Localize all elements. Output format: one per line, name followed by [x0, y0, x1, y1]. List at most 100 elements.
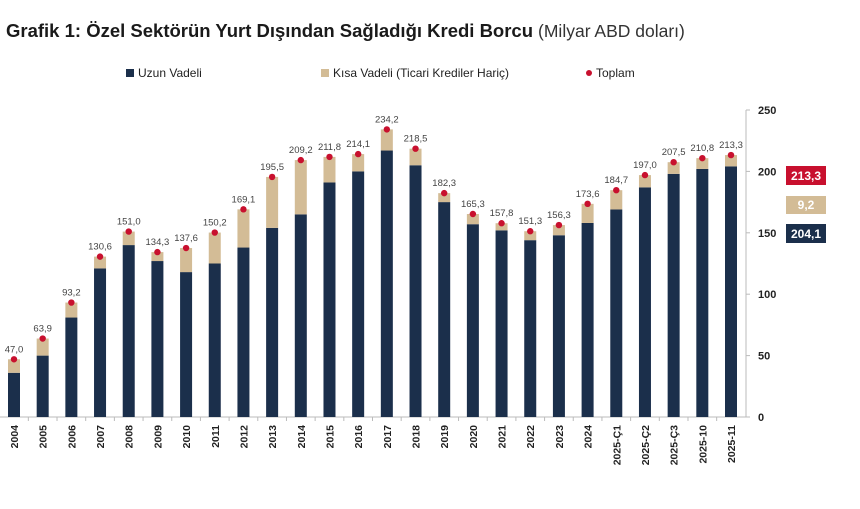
x-tick-label: 2023: [554, 425, 566, 449]
total-marker: [96, 253, 104, 260]
total-marker: [727, 151, 735, 159]
legend-label-long: Uzun Vadeli: [138, 66, 202, 80]
legend-label-short: Kısa Vadeli (Ticari Krediler Hariç): [333, 66, 509, 80]
bar-long-term: [208, 263, 221, 417]
bar-long-term: [466, 224, 479, 417]
bar-short-term: [495, 223, 508, 231]
bar-long-term: [266, 227, 279, 417]
y-tick-label: 150: [758, 228, 776, 240]
bar-long-term: [294, 214, 307, 417]
total-data-label: 169,1: [232, 194, 256, 205]
legend-label-total: Toplam: [596, 66, 635, 80]
total-marker: [182, 244, 190, 252]
bar-short-term: [151, 252, 164, 262]
bar-long-term: [8, 372, 20, 417]
bar-short-term: [180, 248, 193, 273]
y-tick-label: 100: [758, 289, 776, 301]
latest-long-box: [786, 224, 826, 243]
total-data-label: 197,0: [633, 160, 657, 171]
bar-long-term: [552, 235, 565, 417]
x-tick-label: 2012: [238, 425, 250, 449]
bar-long-term: [667, 173, 680, 417]
x-tick-label: 2025-Ç3: [669, 425, 681, 465]
bar-long-term: [524, 240, 537, 417]
x-tick-label: 2013: [267, 425, 279, 449]
bar-long-term: [409, 165, 422, 417]
total-data-label: 47,0: [5, 344, 24, 355]
bar-long-term: [151, 261, 164, 417]
bar-long-term: [352, 171, 365, 417]
legend-marker-total: [586, 70, 592, 76]
legend-swatch-short: [321, 69, 329, 77]
total-data-label: 211,8: [318, 142, 341, 153]
bar-long-term: [581, 222, 594, 417]
total-data-label: 130,6: [88, 242, 112, 253]
total-marker: [699, 154, 706, 162]
total-data-label: 151,3: [518, 216, 542, 227]
legend: Uzun Vadeli Kısa Vadeli (Ticari Krediler…: [126, 66, 635, 80]
bar-long-term: [180, 272, 193, 417]
total-data-label: 165,3: [461, 199, 485, 210]
latest-total-label: 213,3: [791, 169, 821, 183]
bar-short-term: [323, 156, 336, 183]
total-marker: [326, 153, 333, 161]
bar-short-term: [208, 232, 221, 264]
bar-short-term: [294, 160, 307, 215]
x-tick-label: 2009: [152, 425, 164, 449]
total-marker: [154, 248, 161, 256]
total-data-label: 134,3: [146, 237, 170, 248]
x-tick-label: 2010: [181, 425, 193, 449]
chart-subtitle: (Milyar ABD doları): [538, 21, 685, 41]
total-data-label: 150,2: [203, 218, 227, 229]
x-tick-label: 2019: [439, 425, 451, 449]
latest-value-boxes: 213,3 9,2 204,1: [786, 166, 826, 243]
latest-long-label: 204,1: [791, 227, 821, 241]
bar-long-term: [122, 245, 135, 417]
x-tick-label: 2005: [38, 425, 50, 449]
bar-long-term: [36, 355, 49, 417]
bar-short-term: [725, 155, 737, 167]
x-tick-label: 2017: [382, 425, 394, 449]
total-data-label: 63,9: [33, 324, 52, 335]
total-marker: [39, 335, 46, 342]
total-data-label: 184,7: [604, 175, 628, 186]
total-data-label: 195,5: [260, 162, 284, 173]
x-tick-label: 2021: [497, 425, 509, 449]
x-tick-label: 2020: [468, 425, 480, 449]
total-marker: [297, 156, 304, 164]
bar-short-term: [266, 176, 279, 228]
legend-swatch-long: [126, 69, 134, 77]
total-marker: [613, 186, 620, 194]
total-data-label: 157,8: [490, 208, 514, 219]
bar-short-term: [667, 162, 680, 174]
total-data-label: 234,2: [375, 114, 399, 125]
bar-long-term: [638, 187, 651, 417]
bar-short-term: [610, 190, 623, 210]
bar-long-term: [323, 182, 336, 417]
x-tick-label: 2025-Ç1: [611, 425, 623, 465]
x-tick-label: 2014: [296, 425, 308, 449]
x-tick-label: 2015: [324, 425, 336, 449]
total-data-label: 214,1: [346, 139, 370, 150]
total-marker: [670, 158, 677, 166]
y-tick-label: 200: [758, 166, 776, 178]
y-tick-label: 250: [758, 105, 776, 117]
total-marker: [469, 210, 477, 218]
bar-long-term: [438, 202, 451, 417]
x-tick-label: 2004: [9, 425, 21, 449]
total-marker: [68, 299, 75, 306]
total-marker: [10, 356, 18, 363]
bar-short-term: [409, 148, 422, 166]
bar-short-term: [352, 154, 365, 172]
x-tick-label: 2006: [66, 425, 78, 449]
bar-short-term: [438, 193, 451, 203]
x-tick-label: 2008: [124, 425, 136, 449]
bar-short-term: [8, 359, 20, 373]
total-marker: [527, 228, 534, 235]
bar-long-term: [495, 230, 508, 417]
total-data-label: 210,8: [690, 143, 714, 154]
x-tick-label: 2025-Ç2: [640, 425, 652, 465]
total-data-label: 209,2: [289, 145, 313, 156]
total-marker: [412, 145, 419, 152]
